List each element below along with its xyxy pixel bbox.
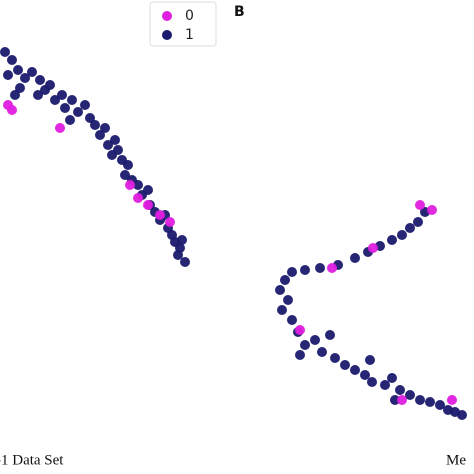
point xyxy=(340,360,350,370)
point xyxy=(50,95,60,105)
point xyxy=(327,263,337,273)
point xyxy=(15,83,25,93)
point xyxy=(287,267,297,277)
point xyxy=(395,385,405,395)
point xyxy=(330,353,340,363)
point xyxy=(287,315,297,325)
point xyxy=(133,180,143,190)
legend-label: 1 xyxy=(185,27,194,43)
point xyxy=(360,370,370,380)
legend-marker xyxy=(162,11,172,21)
point xyxy=(143,185,153,195)
point xyxy=(415,395,425,405)
caption-left: -1 Data Set xyxy=(0,452,64,468)
point xyxy=(180,257,190,267)
point xyxy=(85,113,95,123)
point xyxy=(20,73,30,83)
point xyxy=(133,193,143,203)
point xyxy=(0,47,10,57)
point xyxy=(367,377,377,387)
point xyxy=(65,115,75,125)
point xyxy=(315,263,325,273)
point xyxy=(277,305,287,315)
point xyxy=(103,140,113,150)
point xyxy=(295,325,305,335)
point xyxy=(300,340,310,350)
point xyxy=(457,410,467,420)
point xyxy=(435,400,445,410)
point xyxy=(155,210,165,220)
point xyxy=(387,373,397,383)
point xyxy=(413,217,423,227)
point xyxy=(100,123,110,133)
point xyxy=(317,347,327,357)
point xyxy=(125,180,135,190)
point xyxy=(415,200,425,210)
point xyxy=(325,330,335,340)
point xyxy=(397,395,407,405)
point xyxy=(80,100,90,110)
point xyxy=(275,285,285,295)
point xyxy=(110,135,120,145)
point xyxy=(113,145,123,155)
caption-right: Me xyxy=(446,452,466,468)
point xyxy=(10,90,20,100)
point xyxy=(350,365,360,375)
point xyxy=(27,67,37,77)
point xyxy=(425,397,435,407)
point xyxy=(73,107,83,117)
point xyxy=(3,70,13,80)
point xyxy=(173,250,183,260)
point xyxy=(33,90,43,100)
point xyxy=(60,103,70,113)
panel-label: B xyxy=(234,4,245,20)
point xyxy=(120,170,130,180)
point xyxy=(405,223,415,233)
point xyxy=(310,335,320,345)
point xyxy=(350,253,360,263)
point xyxy=(95,130,105,140)
point xyxy=(57,90,67,100)
point xyxy=(123,160,133,170)
point xyxy=(295,350,305,360)
legend-box xyxy=(149,1,217,47)
point xyxy=(7,55,17,65)
point xyxy=(427,205,437,215)
point xyxy=(280,275,290,285)
point xyxy=(35,75,45,85)
point xyxy=(165,217,175,227)
point xyxy=(90,120,100,130)
point xyxy=(283,295,293,305)
point xyxy=(405,390,415,400)
point xyxy=(447,395,457,405)
point xyxy=(7,105,17,115)
legend-marker xyxy=(162,30,172,40)
point xyxy=(13,65,23,75)
point xyxy=(143,200,153,210)
point xyxy=(387,235,397,245)
point xyxy=(365,355,375,365)
point xyxy=(45,80,55,90)
point xyxy=(397,230,407,240)
legend-label: 0 xyxy=(185,8,194,24)
point xyxy=(300,265,310,275)
point xyxy=(390,395,400,405)
point xyxy=(55,123,65,133)
point xyxy=(67,95,77,105)
point xyxy=(177,235,187,245)
point xyxy=(380,380,390,390)
point xyxy=(368,243,378,253)
